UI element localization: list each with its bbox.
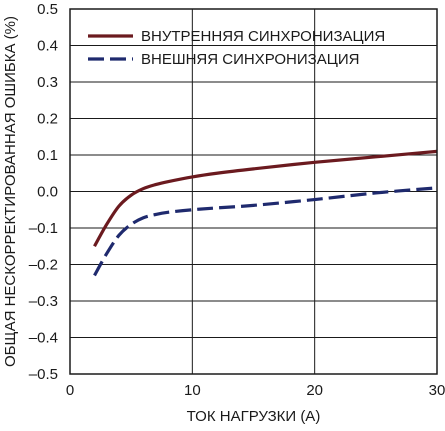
plot-frame bbox=[69, 8, 438, 375]
grid bbox=[70, 9, 437, 374]
legend-label-1: ВНУТРЕННЯЯ СИНХРОНИЗАЦИЯ bbox=[141, 28, 385, 45]
y-tick-label: –0.1 bbox=[29, 220, 58, 237]
y-tick-label: –0.4 bbox=[29, 330, 58, 347]
y-tick-label: –0.5 bbox=[29, 366, 58, 383]
y-tick-label: 0.4 bbox=[37, 38, 58, 55]
series-line-1 bbox=[93, 149, 438, 248]
legend: ВНУТРЕННЯЯ СИНХРОНИЗАЦИЯ ВНЕШНЯЯ СИНХРОНИ… bbox=[88, 28, 385, 68]
y-axis-title: ОБЩАЯ НЕСКОРРЕКТИРОВАННАЯ ОШИБКА (%) bbox=[2, 16, 19, 367]
x-tick-label: 20 bbox=[306, 382, 323, 399]
legend-label-2: ВНЕШНЯЯ СИНХРОНИЗАЦИЯ bbox=[141, 51, 359, 68]
x-axis-title: ТОК НАГРУЗКИ (A) bbox=[187, 408, 321, 425]
x-tick-label: 0 bbox=[66, 382, 74, 399]
series-layer bbox=[93, 149, 438, 277]
y-tick-label: 0.2 bbox=[37, 111, 58, 128]
x-tick-label: 30 bbox=[429, 382, 445, 399]
y-tick-labels: –0.5 –0.4 –0.3 –0.2 –0.1 0.0 0.1 0.2 0.3 0.4 0.5 bbox=[29, 1, 58, 383]
x-tick-label: 10 bbox=[184, 382, 201, 399]
y-tick-label: 0.5 bbox=[37, 1, 58, 18]
y-tick-label: 0.3 bbox=[37, 74, 58, 91]
y-tick-label: 0.0 bbox=[37, 184, 58, 201]
series-line-2 bbox=[93, 186, 438, 277]
y-tick-label: –0.2 bbox=[29, 257, 58, 274]
x-tick-labels: 0 10 20 30 bbox=[66, 382, 445, 399]
y-tick-label: 0.1 bbox=[37, 147, 58, 164]
y-tick-label: –0.3 bbox=[29, 293, 58, 310]
